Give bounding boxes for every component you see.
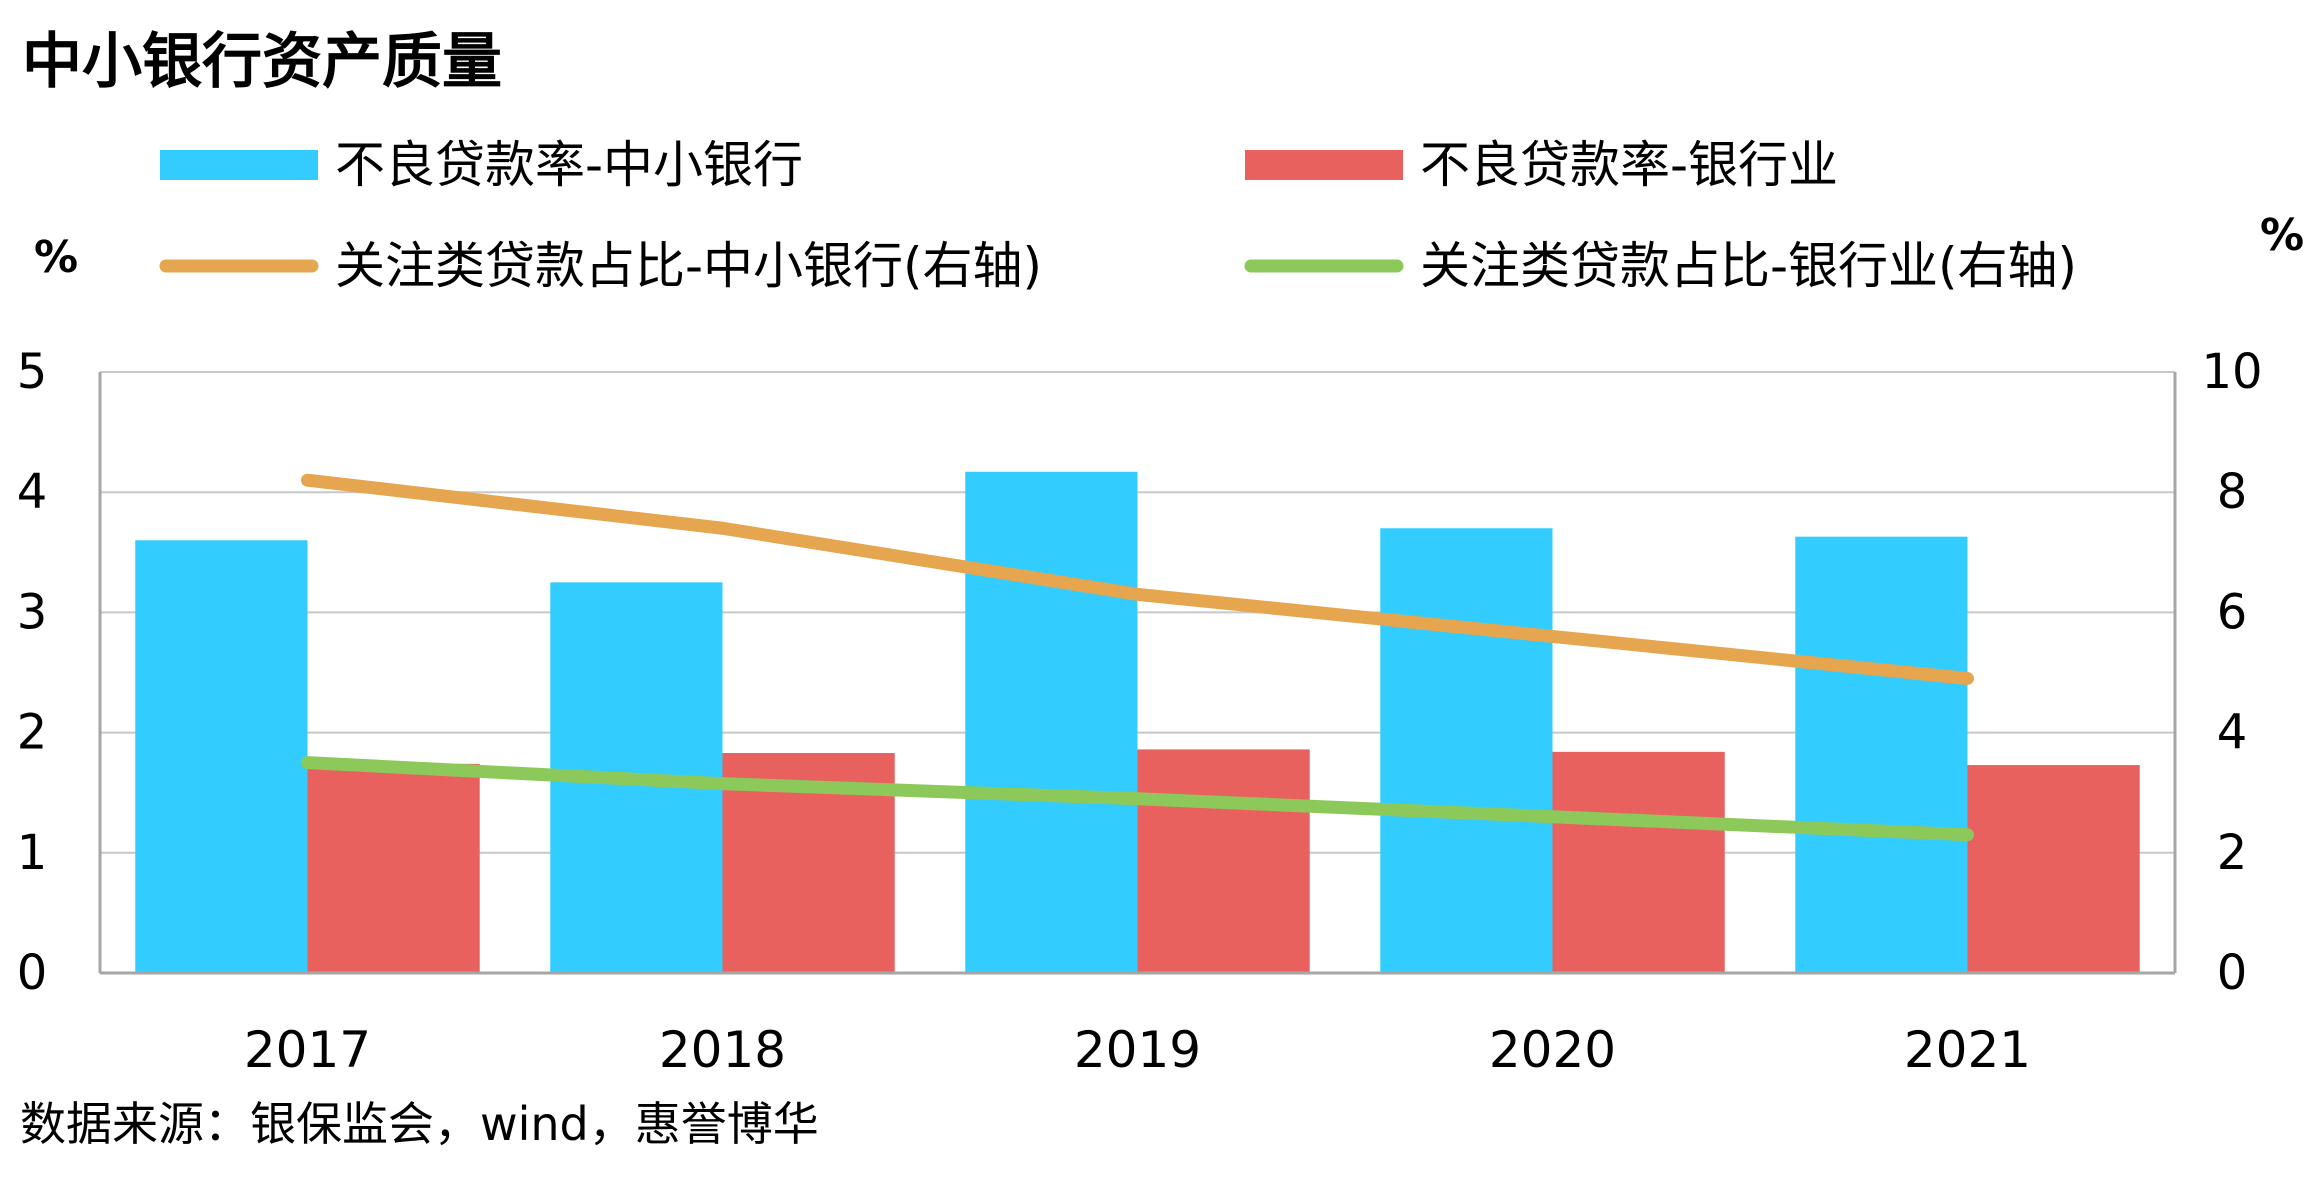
bar-small-banks-2020 — [1380, 528, 1553, 973]
right-tick-label: 10 — [2201, 344, 2262, 400]
line-point-small-banks-2018 — [721, 527, 724, 530]
left-tick-label: 2 — [17, 705, 48, 761]
line-point-industry-2019 — [1136, 797, 1139, 800]
line-point-small-banks-2020 — [1551, 635, 1554, 638]
bar-industry-2017 — [307, 763, 480, 973]
right-tick-label: 2 — [2217, 825, 2248, 881]
legend-label: 关注类贷款占比-中小银行(右轴) — [335, 237, 1042, 295]
legend-swatch — [160, 150, 318, 180]
line-point-small-banks-2021 — [1966, 677, 1969, 680]
bar-small-banks-2021 — [1795, 536, 1968, 973]
x-tick-label: 2019 — [1074, 1021, 1201, 1079]
line-point-industry-2020 — [1551, 815, 1554, 818]
tick-labels: 0 1 2 3 4 5 0 2 4 6 8 10 2017 2018 2019 2020 2021 — [17, 344, 2263, 1079]
legend-label: 关注类贷款占比-银行业(右轴) — [1420, 237, 2077, 295]
line-series — [301, 473, 1974, 842]
line-point-industry-2017 — [306, 761, 309, 764]
bar-industry-2021 — [1967, 765, 2140, 973]
left-tick-label: 5 — [17, 344, 48, 400]
legend-swatch — [1245, 150, 1403, 180]
legend-label: 不良贷款率-银行业 — [1420, 136, 1838, 194]
line-point-industry-2021 — [1966, 833, 1969, 836]
right-axis-unit: % — [2260, 210, 2304, 261]
bar-industry-2019 — [1137, 749, 1310, 973]
right-tick-label: 6 — [2217, 584, 2248, 640]
source-note: 数据来源：银保监会，wind，惠誉博华 — [20, 1097, 819, 1151]
chart-title: 中小银行资产质量 — [22, 27, 502, 97]
x-tick-label: 2018 — [659, 1021, 786, 1079]
line-point-industry-2018 — [721, 782, 724, 785]
right-tick-label: 8 — [2217, 464, 2248, 520]
right-tick-label: 4 — [2217, 705, 2248, 761]
bar-small-banks-2019 — [965, 471, 1138, 973]
axes — [98, 372, 2177, 975]
bar-industry-2020 — [1552, 751, 1725, 973]
x-tick-label: 2021 — [1904, 1021, 2031, 1079]
x-tick-label: 2017 — [244, 1021, 371, 1079]
left-tick-label: 4 — [17, 464, 48, 520]
left-tick-label: 1 — [17, 825, 48, 881]
right-tick-label: 0 — [2217, 945, 2248, 1001]
legend-label: 不良贷款率-中小银行 — [335, 136, 803, 194]
bar-small-banks-2017 — [135, 540, 308, 973]
line-point-small-banks-2019 — [1136, 593, 1139, 596]
left-axis-unit: % — [34, 232, 78, 283]
line-point-small-banks-2017 — [306, 479, 309, 482]
left-tick-label: 3 — [17, 584, 48, 640]
left-tick-label: 0 — [17, 945, 48, 1001]
bars — [135, 471, 2140, 973]
x-tick-label: 2020 — [1489, 1021, 1616, 1079]
